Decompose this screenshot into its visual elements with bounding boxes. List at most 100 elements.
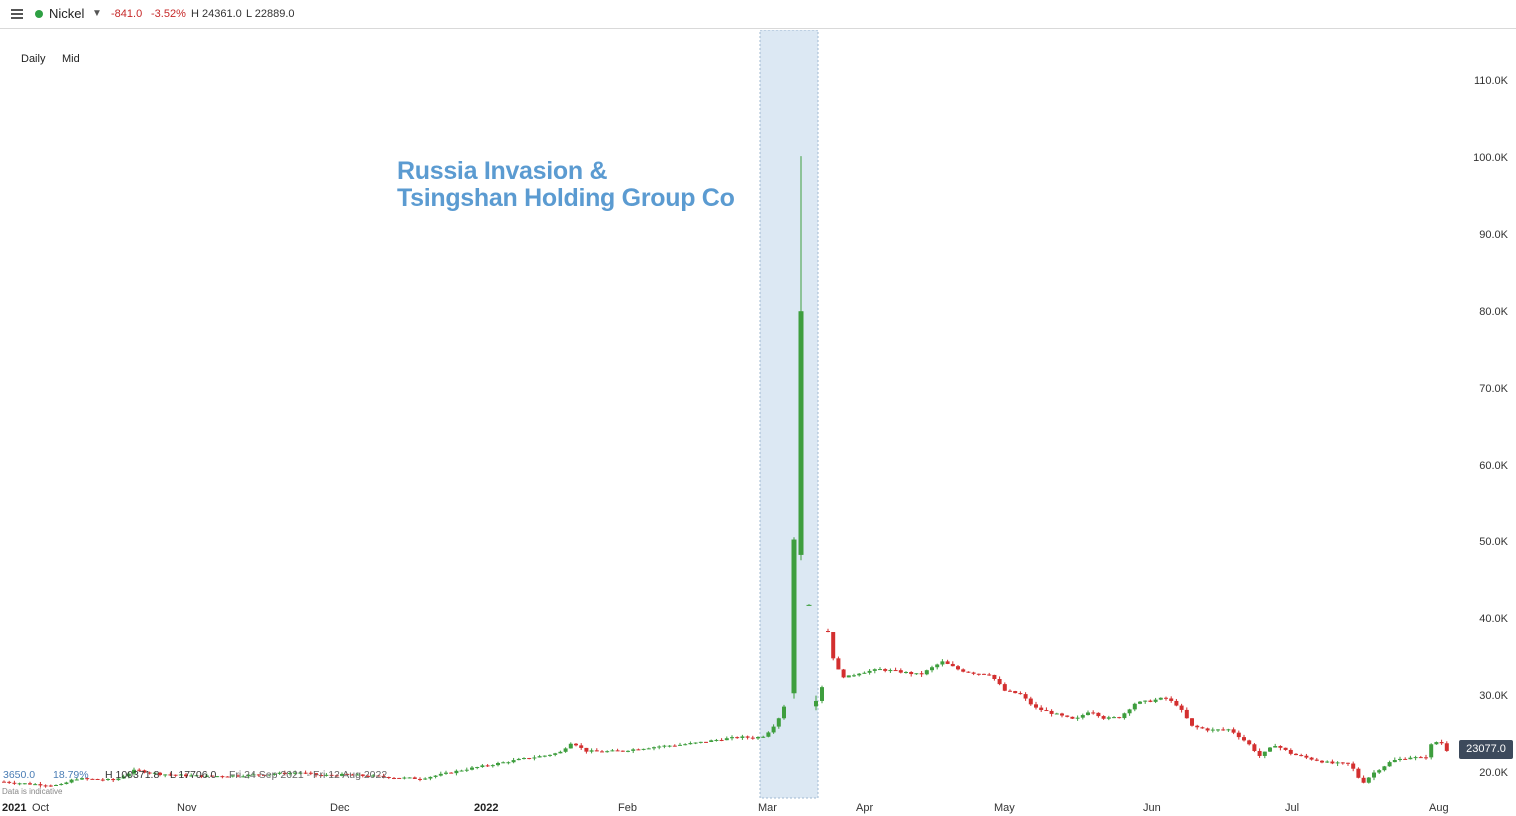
candle-body <box>85 778 90 780</box>
candle-body <box>204 775 209 777</box>
candle-body <box>657 746 662 748</box>
candle-body <box>48 785 53 787</box>
candle-body <box>1044 710 1049 712</box>
candle-body <box>820 687 824 701</box>
candle-body <box>423 778 428 780</box>
price-type-selector[interactable]: Mid <box>62 53 80 65</box>
candle-body <box>319 775 324 777</box>
candle-body <box>1174 700 1179 706</box>
candle-body <box>397 777 402 779</box>
candle-body <box>152 772 157 774</box>
chart-annotation: Russia Invasion & Tsingshan Holding Grou… <box>397 158 735 212</box>
candle-body <box>69 779 74 783</box>
candle-body <box>898 670 903 673</box>
candle-body <box>100 779 105 781</box>
candle-body <box>511 760 516 763</box>
candle-body <box>1278 746 1283 748</box>
candle-body <box>976 673 981 675</box>
candle-body <box>350 774 355 776</box>
candle-body <box>1299 755 1304 757</box>
candle-body <box>178 774 183 776</box>
x-tick-label: Aug <box>1429 802 1449 814</box>
candle-body <box>1065 715 1070 717</box>
candle-body <box>308 772 313 774</box>
candle-body <box>1153 699 1158 702</box>
annotation-line: Russia Invasion & <box>397 157 608 185</box>
timeframe-selector[interactable]: Daily <box>21 53 46 65</box>
candle-body <box>620 750 625 752</box>
candle-body <box>919 673 924 675</box>
candle-body <box>106 779 110 781</box>
candle-body <box>412 777 417 779</box>
candle-body <box>798 311 804 555</box>
candle-body <box>1262 751 1267 756</box>
candle-body <box>971 672 976 674</box>
price-change-pct: -3.52% <box>151 8 186 20</box>
candle-body <box>501 762 506 764</box>
candle-body <box>251 774 256 776</box>
candle-body <box>1205 728 1210 731</box>
y-tick-label: 80.0K <box>1479 306 1508 318</box>
candle-body <box>584 747 589 752</box>
candle-body <box>982 673 986 675</box>
candle-body <box>1013 691 1018 694</box>
candle-body <box>329 774 334 776</box>
candle-body <box>563 748 568 752</box>
candle-body <box>1283 747 1288 750</box>
y-tick-label: 70.0K <box>1479 383 1508 395</box>
y-tick-label: 20.0K <box>1479 767 1508 779</box>
candle-body <box>966 671 971 673</box>
candle-body <box>745 736 750 738</box>
candle-body <box>360 774 365 776</box>
candle-body <box>262 774 266 776</box>
candle-body <box>852 675 856 677</box>
hamburger-menu-icon[interactable] <box>11 8 23 19</box>
candle-body <box>43 785 48 787</box>
candle-body <box>184 774 188 777</box>
candle-body <box>225 776 230 778</box>
candle-body <box>636 749 641 751</box>
candle-body <box>537 756 542 758</box>
candle-body <box>1101 716 1106 719</box>
candle-body <box>1413 757 1418 759</box>
candle-body <box>1122 713 1127 719</box>
x-tick-label: Apr <box>856 802 874 814</box>
x-tick-label: May <box>994 802 1015 814</box>
candle-body <box>714 739 719 741</box>
candle-body <box>189 775 194 777</box>
chevron-down-icon[interactable]: ▼ <box>92 8 102 19</box>
candle-body <box>428 776 433 779</box>
candle-body <box>345 773 350 775</box>
candlestick-chart[interactable] <box>0 30 1455 800</box>
candle-body <box>90 778 95 780</box>
x-tick-label: Mar <box>758 802 777 814</box>
candle-body <box>1164 697 1168 699</box>
candle-body <box>836 658 841 670</box>
instrument-name[interactable]: Nickel <box>49 6 85 21</box>
candle-body <box>1075 717 1080 719</box>
candle-body <box>480 765 485 768</box>
data-source-note: Data is indicative <box>2 787 63 796</box>
candle-body <box>277 772 282 774</box>
candle-body <box>940 661 945 665</box>
candle-body <box>782 706 786 719</box>
candle-body <box>1382 766 1387 771</box>
candle-body <box>1060 713 1064 716</box>
range-change-pct: 18.79% <box>53 769 89 781</box>
candle-body <box>1179 705 1184 710</box>
range-high: H 100371.8 <box>105 769 160 781</box>
candle-body <box>1377 770 1382 773</box>
y-tick-label: 90.0K <box>1479 229 1508 241</box>
candle-body <box>750 737 755 739</box>
candle-body <box>1039 707 1044 711</box>
session-low: L 22889.0 <box>246 8 295 20</box>
candle-body <box>930 667 934 671</box>
candle-body <box>199 775 204 777</box>
candle-body <box>475 767 480 769</box>
candle-body <box>542 755 547 757</box>
candle-body <box>730 737 734 739</box>
candle-body <box>1080 715 1085 718</box>
candle-body <box>553 753 558 755</box>
candle-body <box>846 675 851 678</box>
candle-body <box>956 666 960 670</box>
